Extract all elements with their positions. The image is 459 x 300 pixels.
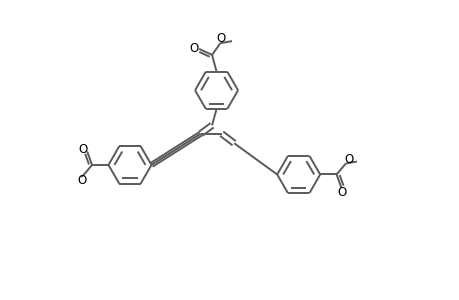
Text: O: O: [343, 153, 353, 166]
Text: O: O: [189, 42, 198, 56]
Text: O: O: [216, 32, 225, 45]
Text: O: O: [78, 142, 87, 156]
Text: O: O: [77, 174, 86, 187]
Text: O: O: [337, 186, 346, 199]
